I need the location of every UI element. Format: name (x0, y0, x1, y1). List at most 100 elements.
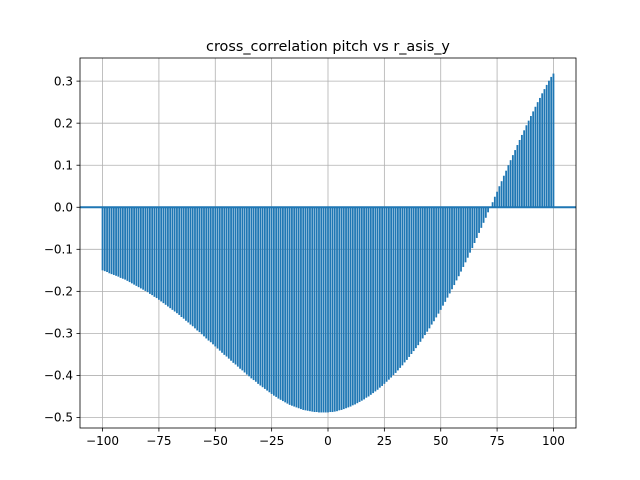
y-tick-label-5: 0.0 (54, 200, 73, 214)
bar--80 (146, 207, 149, 293)
bar--44 (227, 207, 230, 359)
bar-86 (520, 134, 523, 208)
bar-23 (378, 207, 381, 388)
bar-52 (444, 207, 447, 302)
bar--31 (257, 207, 260, 384)
bar-61 (464, 207, 467, 263)
bar-25 (383, 207, 386, 384)
bar-51 (442, 207, 444, 306)
bar-46 (430, 207, 433, 325)
bar--66 (178, 207, 181, 315)
bar-53 (446, 207, 449, 298)
bar--82 (142, 207, 145, 290)
bar--30 (259, 207, 262, 386)
bar-50 (439, 207, 442, 310)
bar--6 (313, 207, 316, 413)
bar-87 (523, 130, 526, 208)
bar-40 (417, 207, 420, 346)
bar--36 (245, 207, 248, 375)
x-tick-label-0: −100 (86, 434, 119, 448)
bar--14 (295, 207, 298, 408)
x-tick-label-2: −50 (203, 434, 228, 448)
bar-85 (518, 139, 521, 208)
bar-31 (396, 207, 399, 371)
bar--51 (212, 207, 214, 345)
bar-97 (545, 84, 548, 208)
y-tick-label-3: −0.2 (44, 285, 73, 299)
bar--28 (263, 207, 266, 389)
bar--64 (182, 207, 185, 319)
bar--68 (173, 207, 176, 312)
bar--99 (103, 207, 106, 272)
bar--73 (162, 207, 165, 304)
bar--26 (268, 207, 271, 393)
bar--74 (160, 207, 163, 302)
x-tick-label-3: −25 (259, 434, 284, 448)
bar--58 (196, 207, 199, 331)
x-tick-label-5: 25 (377, 434, 392, 448)
bars (101, 73, 555, 413)
bar--53 (207, 207, 210, 341)
bar-62 (466, 207, 469, 258)
bar-84 (516, 145, 519, 208)
bar-47 (433, 207, 435, 322)
bar-17 (365, 207, 368, 398)
bar--49 (216, 207, 219, 349)
bar-81 (509, 160, 512, 208)
bar--48 (218, 207, 221, 351)
bar--7 (311, 207, 314, 412)
bar--65 (180, 207, 183, 317)
bar-16 (363, 207, 365, 400)
y-tick-label-4: −0.1 (44, 243, 73, 257)
bar--38 (241, 207, 244, 371)
bar-15 (360, 207, 363, 401)
bar--10 (304, 207, 307, 411)
bar-99 (550, 76, 553, 208)
bar-3 (333, 207, 336, 412)
bar--75 (158, 207, 160, 300)
bar--25 (270, 207, 273, 394)
bar--56 (200, 207, 203, 335)
bar--71 (167, 207, 169, 307)
bar--52 (209, 207, 212, 343)
bar-82 (511, 155, 514, 208)
bar-10 (349, 207, 352, 407)
bar--39 (239, 207, 241, 369)
bar-78 (502, 175, 505, 208)
bar-68 (480, 207, 483, 228)
bar-96 (543, 89, 546, 208)
bar-60 (462, 207, 465, 267)
bar--22 (277, 207, 280, 399)
bar-33 (401, 207, 404, 366)
bar--27 (266, 207, 269, 391)
bar--84 (137, 207, 140, 288)
bar-1 (329, 207, 332, 413)
bar-94 (539, 97, 541, 208)
bar-49 (437, 207, 440, 314)
bar-19 (369, 207, 372, 395)
bar--81 (144, 207, 147, 291)
bar-59 (460, 207, 462, 272)
bar-71 (487, 207, 489, 213)
bar--46 (223, 207, 226, 355)
bar-29 (392, 207, 395, 376)
bar-30 (394, 207, 397, 373)
bar-64 (471, 207, 474, 249)
bar--55 (203, 207, 205, 337)
bar-0 (327, 207, 329, 413)
chart-title: cross_correlation pitch vs r_asis_y (206, 39, 450, 55)
bar--45 (225, 207, 228, 357)
bar-76 (498, 186, 501, 208)
bar-57 (455, 207, 458, 281)
x-tick-label-6: 50 (433, 434, 448, 448)
x-tick-label-8: 100 (542, 434, 565, 448)
bar--69 (171, 207, 174, 310)
bar--24 (272, 207, 275, 396)
bar-77 (500, 181, 503, 208)
bar--63 (185, 207, 187, 321)
bar-48 (435, 207, 438, 318)
bar--17 (288, 207, 291, 405)
bar--9 (306, 207, 309, 411)
bar--1 (324, 207, 327, 413)
